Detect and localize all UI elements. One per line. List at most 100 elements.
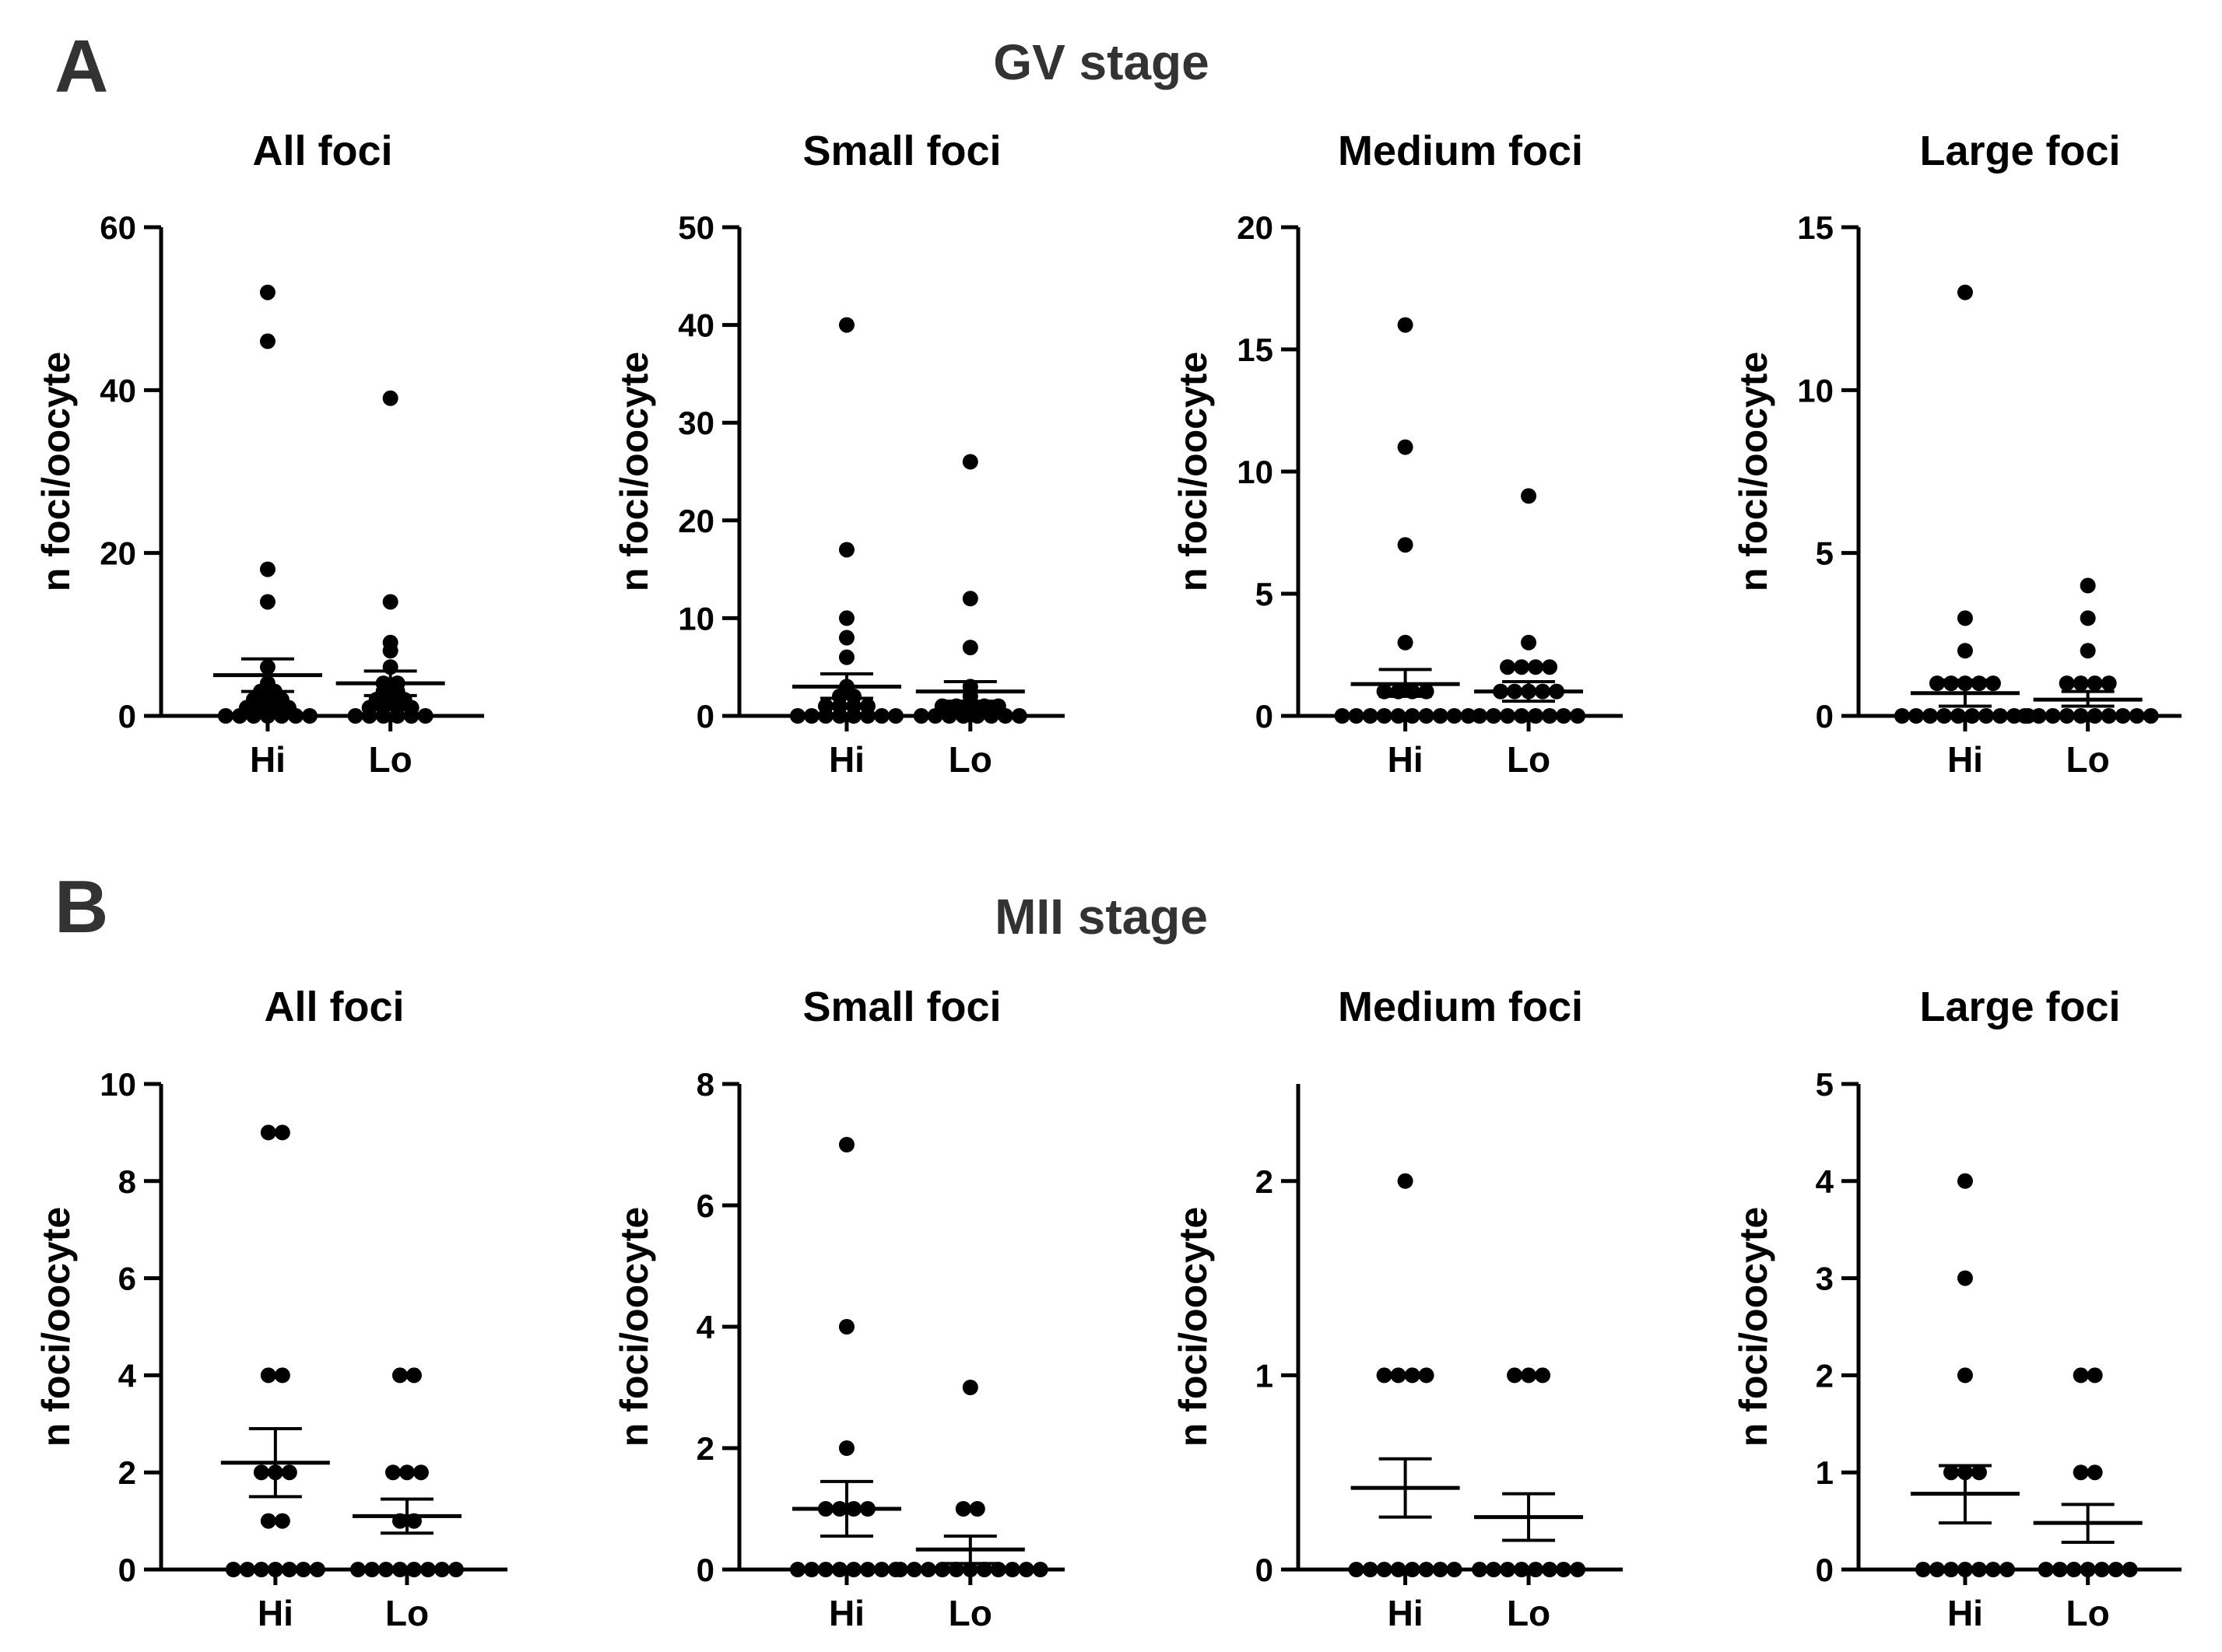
data-point [2038,1562,2054,1577]
data-point [1957,1270,1973,1286]
data-point [281,1464,297,1481]
plot-b-small-foci: Small foci n foci/oocyte 0 2 4 6 8 Hi Lo [613,984,1065,1633]
y-tick-label: 6 [118,1261,136,1297]
data-point [382,390,398,406]
data-point [873,708,890,724]
data-point [349,1562,366,1577]
y-tick-label: 5 [1816,1066,1834,1103]
data-point [1521,634,1537,651]
data-point [962,1380,978,1395]
data-point [2045,708,2061,724]
plot-title: All foci [252,128,392,174]
data-point [789,1562,806,1577]
data-point [1376,1367,1392,1384]
data-point [1943,675,1959,692]
y-tick-label: 10 [1237,454,1273,490]
data-point [1486,708,1502,724]
data-point [419,1562,436,1577]
data-point [934,1562,950,1577]
data-point [1971,1464,1987,1481]
data-point [2080,1562,2096,1577]
data-point [962,454,978,470]
data-point [831,1562,848,1577]
data-point [217,708,233,724]
data-point [1334,708,1350,724]
y-tick-label: 20 [678,503,714,539]
data-point [1922,708,1938,724]
data-point [1514,1562,1530,1577]
data-point [361,708,377,724]
data-point [1486,1562,1502,1577]
data-point [2017,708,2033,724]
data-point [997,708,1013,724]
data-point [391,1367,408,1384]
data-point [1362,1562,1378,1577]
x-tick-label: Hi [1947,1593,1983,1633]
data-point [398,1464,415,1481]
data-point [1418,1562,1434,1577]
data-point [260,1513,276,1529]
data-point [448,1562,464,1577]
data-point [1397,537,1413,553]
data-point [1957,1562,1973,1577]
data-point [1999,1562,2015,1577]
y-tick-label: 15 [1797,209,1834,246]
y-tick-label: 0 [118,1552,136,1588]
data-point [927,708,943,724]
data-point [1985,1562,2001,1577]
data-point [1376,708,1392,724]
y-tick-label: 0 [1816,698,1834,735]
data-point [983,708,999,724]
x-tick-label: Hi [1388,739,1423,780]
data-point [2115,708,2131,724]
data-point [1011,708,1027,724]
data-point [259,284,276,300]
data-point [259,333,276,349]
data-point [1397,317,1413,333]
data-point [417,708,434,724]
data-point [1521,488,1537,504]
x-tick-label: Hi [829,739,865,780]
y-tick-label: 1 [1816,1454,1834,1491]
data-point [859,1562,876,1577]
data-point [389,708,405,724]
y-tick-label: 0 [118,698,136,735]
x-tick-label: Lo [1507,1593,1550,1633]
data-point [2059,675,2075,692]
data-point [1460,708,1476,724]
data-point [2073,675,2089,692]
x-tick-label: Lo [949,1593,992,1633]
data-point [2073,1464,2089,1481]
x-tick-label: Hi [250,739,286,780]
data-point [892,1562,908,1577]
y-tick-label: 8 [697,1066,714,1103]
plot-title: Large foci [1919,128,2120,174]
data-point [1957,610,1973,626]
data-point [838,610,855,626]
y-tick-label: 4 [697,1309,715,1345]
plot-title: Large foci [1919,984,2120,1030]
data-point [403,708,419,724]
data-point [2052,1562,2068,1577]
data-point [2073,1367,2089,1384]
y-tick-label: 5 [1816,535,1834,572]
plot-b-all-foci: All foci n foci/oocyte 0 2 4 6 8 10 Hi Lo [34,984,507,1633]
data-point [955,1501,971,1517]
data-point [1362,708,1378,724]
data-point [1943,1464,1959,1481]
data-point [1528,1562,1544,1577]
y-tick-label: 10 [1797,372,1834,409]
data-point [990,1562,1006,1577]
data-point [1894,708,1910,724]
data-point [245,708,262,724]
data-point [1957,643,1973,659]
plot-a-all-foci: All foci n foci/oocyte 0 20 40 60 Hi Lo [34,128,484,780]
data-point [2101,675,2117,692]
data-point [2031,708,2047,724]
panel-title-gv-stage: GV stage [993,34,1209,90]
data-point [1957,1367,1973,1384]
data-point [1992,708,2008,724]
data-point [817,1562,834,1577]
data-point [1521,1367,1537,1384]
data-point [274,1513,290,1529]
